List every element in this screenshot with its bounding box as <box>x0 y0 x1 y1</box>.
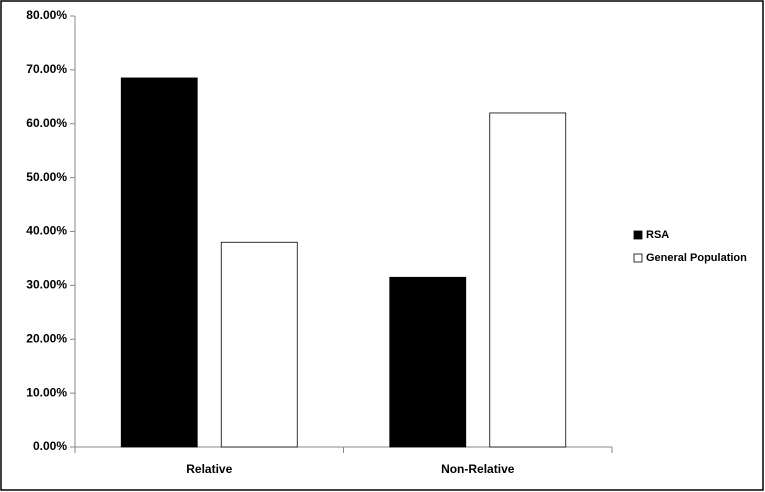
y-tick-label: 10.00% <box>26 385 67 399</box>
legend-label: RSA <box>646 229 669 241</box>
legend-swatch <box>633 253 643 263</box>
x-tick-label: Relative <box>186 462 232 476</box>
y-tick-label: 50.00% <box>26 170 67 184</box>
x-tick-label: Non-Relative <box>441 462 515 476</box>
bar <box>389 276 467 448</box>
bar <box>489 112 567 448</box>
y-tick-label: 40.00% <box>26 224 67 238</box>
y-tick-label: 30.00% <box>26 278 67 292</box>
y-tick-label: 20.00% <box>26 331 67 345</box>
legend-swatch <box>633 230 643 240</box>
legend-label: General Population <box>646 252 747 264</box>
y-tick-label: 0.00% <box>33 439 67 453</box>
y-tick-label: 60.00% <box>26 116 67 130</box>
bar <box>220 241 298 448</box>
y-tick-label: 70.00% <box>26 62 67 76</box>
y-tick-label: 80.00% <box>26 8 67 22</box>
bar <box>120 77 198 448</box>
